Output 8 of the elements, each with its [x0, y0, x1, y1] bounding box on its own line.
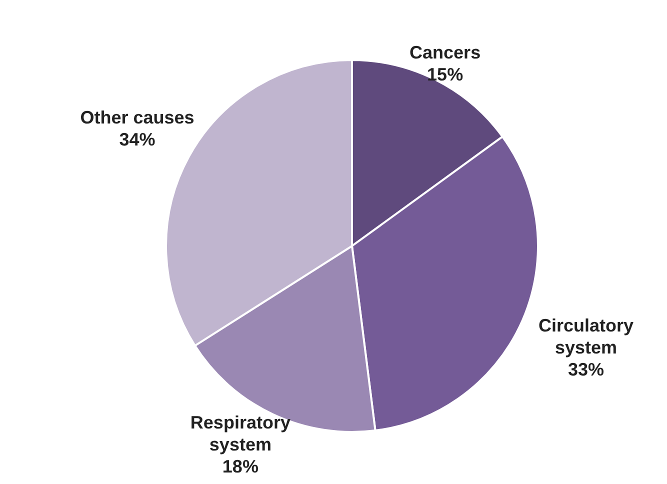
slice-label: Circulatory system	[538, 316, 634, 358]
slice-label: Other causes	[80, 107, 194, 128]
data-label: 34%	[119, 129, 156, 150]
slice-label: Respiratory system	[190, 412, 290, 454]
data-label: 33%	[568, 360, 604, 380]
data-label: 15%	[427, 64, 464, 85]
slice-label: Cancers	[410, 42, 481, 63]
data-label: 18%	[222, 456, 258, 476]
